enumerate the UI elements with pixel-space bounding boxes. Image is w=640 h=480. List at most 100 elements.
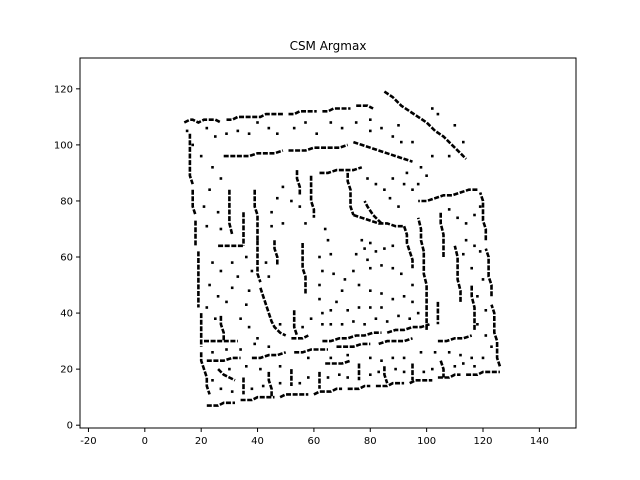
x-tick-label: 120	[473, 436, 492, 447]
argmax-point-86	[366, 258, 369, 262]
argmax-segment-38	[322, 331, 382, 343]
axes-frame	[79, 57, 577, 429]
argmax-point-106	[478, 250, 482, 253]
argmax-point-17	[380, 126, 383, 130]
argmax-point-160	[352, 320, 355, 323]
argmax-point-145	[394, 367, 397, 371]
argmax-segment-37	[291, 334, 309, 340]
argmax-point-123	[380, 359, 383, 362]
argmax-point-91	[366, 177, 369, 180]
argmax-point-136	[261, 384, 265, 388]
argmax-point-182	[357, 306, 361, 309]
chart-title: CSM Argmax	[290, 39, 367, 53]
argmax-point-28	[369, 118, 372, 121]
argmax-point-61	[290, 199, 293, 203]
argmax-point-10	[292, 126, 296, 130]
argmax-point-32	[208, 188, 211, 191]
argmax-point-140	[326, 376, 330, 379]
argmax-point-47	[245, 255, 248, 259]
argmax-point-97	[419, 166, 423, 169]
argmax-point-131	[228, 367, 231, 371]
argmax-point-94	[411, 188, 414, 191]
argmax-point-35	[205, 224, 209, 228]
argmax-segment-58	[453, 245, 462, 302]
argmax-point-105	[473, 244, 476, 248]
argmax-point-22	[453, 124, 457, 127]
argmax-point-79	[374, 250, 378, 253]
argmax-point-122	[391, 356, 395, 360]
argmax-point-84	[363, 247, 366, 250]
argmax-point-141	[338, 373, 341, 376]
argmax-point-83	[360, 238, 364, 242]
argmax-point-114	[490, 345, 493, 348]
argmax-segment-52	[251, 351, 287, 360]
x-axis: -20 0 20 40 60 80 100 120 140	[80, 428, 549, 447]
argmax-point-63	[304, 222, 307, 225]
argmax-point-137	[278, 381, 282, 385]
argmax-point-159	[340, 323, 344, 326]
argmax-point-76	[329, 252, 333, 256]
argmax-point-92	[391, 177, 395, 180]
argmax-point-146	[402, 370, 406, 374]
argmax-point-5	[236, 129, 240, 133]
argmax-point-110	[476, 295, 479, 298]
argmax-point-98	[425, 174, 428, 177]
argmax-segment-70	[325, 359, 351, 365]
argmax-point-132	[211, 379, 214, 382]
argmax-point-49	[247, 289, 251, 292]
argmax-point-0	[185, 129, 189, 133]
argmax-point-134	[230, 390, 234, 393]
argmax-point-23	[462, 140, 465, 144]
y-tick-label: 60	[60, 253, 73, 264]
argmax-point-99	[447, 208, 451, 211]
argmax-point-2	[205, 126, 209, 130]
argmax-point-82	[369, 241, 372, 245]
argmax-point-48	[250, 269, 254, 273]
argmax-point-176	[357, 283, 361, 287]
argmax-segment-31	[352, 213, 405, 228]
argmax-point-89	[383, 188, 386, 191]
argmax-point-181	[369, 306, 372, 309]
argmax-point-21	[436, 112, 440, 116]
y-tick-label: 0	[67, 421, 73, 432]
argmax-point-8	[267, 126, 271, 130]
argmax-point-104	[464, 238, 468, 242]
argmax-segment-29	[309, 175, 316, 218]
argmax-point-156	[301, 325, 304, 329]
argmax-point-168	[402, 295, 406, 298]
argmax-segment-6	[191, 189, 197, 216]
argmax-point-81	[391, 244, 395, 248]
argmax-point-62	[298, 205, 302, 208]
argmax-point-163	[385, 320, 389, 323]
argmax-point-38	[219, 269, 223, 273]
argmax-point-4	[225, 132, 228, 135]
argmax-segment-36	[259, 287, 287, 337]
argmax-segment-51	[206, 356, 241, 363]
argmax-point-72	[329, 309, 333, 312]
argmax-point-78	[323, 227, 327, 231]
x-tick-label: 0	[142, 436, 148, 447]
argmax-segment-27	[352, 140, 413, 163]
argmax-point-11	[304, 121, 307, 124]
argmax-segment-33	[363, 200, 383, 225]
y-tick-label: 80	[60, 196, 73, 207]
argmax-point-118	[447, 351, 451, 354]
argmax-segment-57	[470, 285, 476, 330]
argmax-point-180	[380, 306, 383, 309]
argmax-point-9	[276, 132, 279, 135]
argmax-point-142	[346, 376, 349, 379]
argmax-point-171	[391, 266, 395, 270]
argmax-point-15	[354, 121, 358, 124]
argmax-point-68	[318, 283, 321, 287]
argmax-segment-18	[437, 373, 461, 379]
argmax-point-53	[256, 337, 259, 340]
argmax-point-129	[259, 367, 262, 371]
argmax-segment-47	[228, 189, 234, 235]
argmax-point-34	[216, 210, 220, 214]
argmax-point-14	[340, 126, 344, 130]
argmax-segment-56	[437, 334, 473, 343]
argmax-segment-23	[418, 188, 478, 203]
argmax-point-19	[400, 140, 403, 144]
argmax-point-138	[298, 381, 302, 385]
